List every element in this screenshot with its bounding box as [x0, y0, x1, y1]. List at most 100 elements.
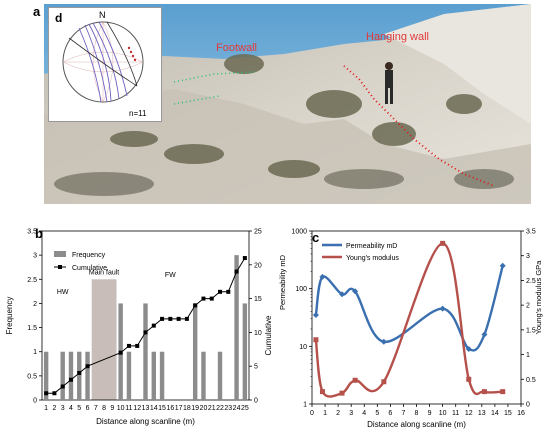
- y-tick-label: 1000: [291, 229, 307, 236]
- count-label: n=11: [129, 109, 147, 118]
- y2-tick-label: 0: [526, 402, 530, 409]
- x-tick-label: 4: [69, 405, 73, 412]
- x-tick-label: 12: [465, 410, 473, 417]
- x-tick-label: 9: [428, 410, 432, 417]
- legend-label-youngs: Young's modulus: [346, 255, 399, 262]
- frequency-bar: [151, 351, 156, 400]
- permeability-point: [312, 311, 319, 318]
- youngs-modulus-point: [500, 389, 506, 395]
- x-tick-label: 21: [208, 405, 216, 412]
- y2-tick-label: 25: [254, 229, 262, 236]
- cumulative-point: [201, 296, 206, 301]
- y-tick-label: 1: [303, 402, 307, 409]
- x-tick-label: 5: [375, 410, 379, 417]
- cumulative-point: [143, 330, 148, 335]
- person-figure: [385, 62, 393, 104]
- frequency-bar: [143, 303, 148, 400]
- x-tick-label: 11: [452, 410, 459, 417]
- cumulative-point: [242, 256, 247, 261]
- cumulative-point: [234, 269, 239, 274]
- x-axis-label: Distance along scanline (m): [96, 417, 195, 426]
- x-tick-label: 17: [175, 405, 183, 412]
- y2-axis-label: Young's modulus GPa: [534, 260, 543, 335]
- footwall-label: Footwall: [216, 42, 257, 54]
- youngs-modulus-point: [440, 240, 446, 246]
- x-tick-label: 25: [241, 405, 249, 412]
- x-tick-label: 15: [504, 410, 512, 417]
- youngs-modulus-point: [339, 390, 345, 396]
- y2-tick-label: 5: [254, 364, 258, 371]
- cumulative-point: [168, 316, 173, 321]
- frequency-bar: [242, 303, 248, 400]
- x-tick-label: 10: [439, 410, 447, 417]
- youngs-modulus-point: [319, 389, 325, 395]
- y-tick-label: 0: [33, 398, 37, 405]
- fault-trace: [343, 65, 495, 187]
- fw-annotation: FW: [165, 272, 176, 279]
- permeability-point: [352, 288, 359, 295]
- y-tick-label: 100: [295, 286, 307, 293]
- hanging-wall-label: Hanging wall: [366, 31, 429, 43]
- frequency-bar: [126, 351, 132, 400]
- x-tick-label: 6: [388, 410, 392, 417]
- x-tick-label: 4: [362, 410, 366, 417]
- x-tick-label: 6: [86, 405, 90, 412]
- x-tick-label: 16: [166, 405, 174, 412]
- x-tick-label: 13: [142, 405, 150, 412]
- frequency-bar: [159, 351, 165, 400]
- frequency-bar: [60, 351, 65, 400]
- x-tick-label: 14: [150, 405, 158, 412]
- frequency-bar: [43, 351, 49, 400]
- y2-axis-label: Cumulative: [264, 315, 273, 356]
- cumulative-point: [151, 323, 156, 328]
- y-tick-label: 0.5: [27, 373, 37, 380]
- y-tick-label: 3.5: [27, 229, 37, 236]
- fault-zone: [91, 279, 117, 400]
- cumulative-point: [126, 343, 131, 348]
- y2-tick-label: 0: [254, 398, 258, 405]
- legend-marker-cumulative: [58, 265, 62, 269]
- x-tick-label: 12: [133, 405, 141, 412]
- cumulative-point: [85, 364, 90, 369]
- frequency-bar: [85, 351, 90, 400]
- frequency-bar: [192, 303, 198, 400]
- cumulative-point: [184, 316, 189, 321]
- x-tick-label: 15: [158, 405, 166, 412]
- y2-tick-label: 3.5: [526, 229, 536, 236]
- x-tick-label: 2: [336, 410, 340, 417]
- x-tick-label: 16: [517, 410, 525, 417]
- x-tick-label: 2: [52, 405, 56, 412]
- y2-tick-label: 10: [254, 330, 262, 337]
- y2-tick-label: 2.5: [526, 278, 536, 285]
- youngs-modulus-point: [466, 376, 472, 382]
- cumulative-point: [193, 303, 198, 308]
- frequency-bar: [77, 351, 82, 400]
- youngs-modulus-point: [313, 337, 319, 343]
- permeability-point: [481, 331, 488, 338]
- frequency-bar: [234, 255, 239, 400]
- x-tick-label: 7: [94, 405, 98, 412]
- y-tick-label: 3: [33, 253, 37, 260]
- x-tick-label: 0: [310, 410, 314, 417]
- panel-c-label: c: [312, 230, 320, 245]
- y2-tick-label: 20: [254, 262, 262, 269]
- cumulative-point: [68, 377, 73, 382]
- frequency-bar: [217, 351, 223, 400]
- x-tick-label: 1: [323, 410, 327, 417]
- panel-c: 1 10 100 1000 0 0.5 1 1.5 2 2.5 3 3.5 0 1 2 3 4 5 6 7 8 9 10 11…: [275, 222, 550, 433]
- cumulative-point: [44, 391, 49, 396]
- field-photo: Footwall Hanging wall: [44, 4, 531, 204]
- x-tick-label: 14: [491, 410, 499, 417]
- x-tick-label: 7: [401, 410, 405, 417]
- x-tick-label: 8: [102, 405, 106, 412]
- x-tick-label: 24: [233, 405, 241, 412]
- cumulative-point: [176, 316, 181, 321]
- field-photo-panel: Footwall Hanging wall: [44, 4, 531, 204]
- x-tick-label: 23: [224, 405, 232, 412]
- y-tick-label: 2: [33, 301, 37, 308]
- cumulative-point: [226, 289, 231, 294]
- y2-tick-label: 0.5: [526, 377, 536, 384]
- x-tick-label: 10: [117, 405, 125, 412]
